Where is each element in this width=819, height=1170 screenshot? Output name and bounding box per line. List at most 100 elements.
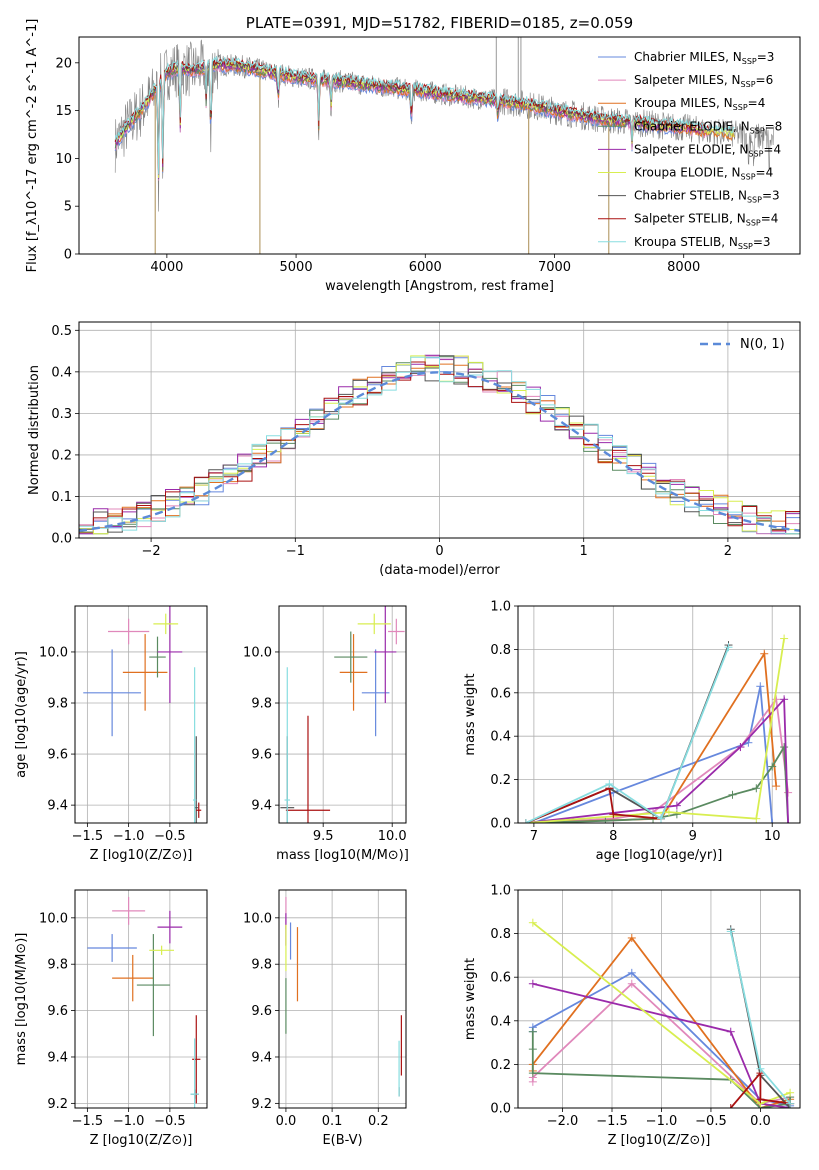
y-tick-label: 9.4 [47, 1050, 68, 1065]
x-tick-label: 6000 [409, 260, 442, 275]
x-tick-label: −1.5 [72, 829, 104, 844]
x-tick-label: 10 [764, 829, 781, 844]
y-tick-label: 9.4 [251, 1050, 272, 1065]
panel-6: 0.0 0.1 0.2 9.2 9.4 9.6 9.8 10.0 E(B-V) [243, 889, 407, 1148]
legend-label-kroupa_stelib: Kroupa STELIB, NSSP=3 [634, 235, 771, 251]
axes-frame [278, 889, 407, 1109]
x-tick-label: 0 [435, 544, 443, 559]
x-tick-label: 9 [689, 829, 697, 844]
x-tick-label: 8 [609, 829, 617, 844]
series-salpeter_stelib [525, 787, 662, 823]
x-axis-label: (data-model)/error [379, 563, 500, 578]
y-tick-label: 9.6 [251, 748, 272, 763]
legend: N(0, 1) [700, 337, 785, 352]
y-tick-label: 10 [55, 152, 72, 167]
plot-area [280, 606, 405, 823]
series-kroupa_elodie [525, 638, 785, 823]
y-tick-label: 10.0 [243, 911, 272, 926]
axes-frame [78, 321, 801, 539]
y-tick-label: 0.1 [51, 490, 72, 505]
y-tick-label: 9.2 [251, 1097, 272, 1112]
x-tick-label: −1.5 [72, 1114, 104, 1129]
y-tick-label: 9.8 [47, 697, 68, 712]
x-tick-label: −1.0 [646, 1114, 678, 1129]
x-tick-label: 1 [580, 544, 588, 559]
x-axis-label: E(B-V) [322, 1133, 362, 1148]
x-axis-label: mass [log10(M/M⊙)] [276, 848, 409, 863]
y-tick-label: 0.4 [490, 1014, 511, 1029]
legend-label-chabrier_stelib: Chabrier STELIB, NSSP=3 [634, 189, 780, 205]
plot-area [528, 918, 795, 1108]
panel-5: −1.5 −1.0 −0.5 9.2 9.4 9.6 9.8 10.0 Z [log10(Z/Z… [14, 889, 208, 1148]
y-tick-label: 9.4 [251, 799, 272, 814]
x-tick-label: −0.5 [154, 1114, 186, 1129]
legend-label-salpeter_miles: Salpeter MILES, NSSP=6 [634, 73, 773, 89]
axes-frame [74, 889, 208, 1109]
y-tick-label: 5 [64, 200, 72, 215]
chart-title: PLATE=0391, MJD=51782, FIBERID=0185, z=0… [246, 14, 633, 32]
x-axis-label: wavelength [Angstrom, rest frame] [325, 279, 554, 294]
y-tick-label: 9.6 [251, 1004, 272, 1019]
panel-3: 9.5 10.0 9.4 9.6 9.8 10.0 mass [log10(M/M⊙)] [243, 605, 409, 863]
y-tick-label: 9.8 [47, 958, 68, 973]
y-axis-label: Normed distribution [27, 365, 42, 495]
axes-frame [278, 605, 407, 824]
x-axis-label: Z [log10(Z/Z⊙)] [90, 848, 193, 863]
y-tick-label: 0.4 [51, 365, 72, 380]
model-spectrum-kroupa_stelib [114, 55, 735, 175]
legend-label-chabrier_elodie: Chabrier ELODIE, NSSP=8 [634, 119, 782, 135]
panel-7: −2.0 −1.5 −1.0 −0.5 0.0 0.0 0.2 0.4 0.6 0.8 1.0 Z [… [463, 884, 801, 1148]
x-tick-label: 7000 [538, 260, 571, 275]
x-tick-label: 0.2 [368, 1114, 389, 1129]
y-tick-label: 1.0 [490, 884, 511, 899]
plot-area [114, 37, 775, 254]
y-tick-label: 1.0 [490, 600, 511, 615]
x-tick-label: 2 [724, 544, 732, 559]
panel-4: 7 8 9 10 0.0 0.2 0.4 0.6 0.8 1.0 age [log10(age/yr… [463, 600, 801, 863]
y-tick-label: 0.0 [490, 817, 511, 832]
y-tick-label: 9.8 [251, 697, 272, 712]
histogram-kroupa_stelib [79, 356, 800, 535]
x-axis-label: Z [log10(Z/Z⊙)] [608, 1133, 711, 1148]
axes-frame [78, 36, 801, 255]
panel-2: −1.5 −1.0 −0.5 9.4 9.6 9.8 10.0 Z [log10(Z/Z⊙)]… [14, 605, 208, 863]
y-tick-label: 0.5 [51, 324, 72, 339]
legend: Chabrier MILES, NSSP=3 Salpeter MILES, NS… [598, 50, 782, 251]
x-tick-label: −0.5 [154, 829, 186, 844]
legend-label-kroupa_miles: Kroupa MILES, NSSP=4 [634, 96, 765, 112]
y-tick-label: 0.6 [490, 686, 511, 701]
y-tick-label: 0.0 [51, 532, 72, 547]
x-tick-label: 9.5 [313, 829, 334, 844]
y-tick-label: 0.4 [490, 730, 511, 745]
y-axis-label: mass weight [463, 673, 478, 755]
plot-area [521, 634, 793, 823]
y-tick-label: 0.0 [490, 1102, 511, 1117]
x-tick-label: −0.5 [695, 1114, 727, 1129]
axes-frame [74, 605, 208, 824]
plot-area [79, 354, 800, 535]
y-tick-label: 10.0 [39, 911, 68, 926]
legend-label-normal: N(0, 1) [740, 337, 785, 352]
x-tick-label: 0.0 [276, 1114, 297, 1129]
plot-area [87, 896, 201, 1108]
legend-label-chabrier_miles: Chabrier MILES, NSSP=3 [634, 50, 774, 66]
x-tick-label: −1.0 [113, 829, 145, 844]
x-tick-label: 8000 [667, 260, 700, 275]
x-tick-label: 5000 [280, 260, 313, 275]
y-tick-label: 0.8 [490, 643, 511, 658]
series-kroupa_stelib [525, 646, 730, 823]
y-tick-label: 9.4 [47, 799, 68, 814]
x-tick-label: −1 [286, 544, 305, 559]
x-tick-label: 4000 [150, 260, 183, 275]
y-axis-label: age [log10(age/yr)] [14, 651, 29, 778]
y-tick-label: 0.2 [51, 448, 72, 463]
series-salpeter_miles [533, 696, 789, 823]
y-tick-label: 20 [55, 56, 72, 71]
y-tick-label: 0.8 [490, 927, 511, 942]
x-tick-label: −1.5 [596, 1114, 628, 1129]
y-tick-label: 10.0 [39, 645, 68, 660]
x-tick-label: 0.1 [322, 1114, 343, 1129]
axes-frame [517, 889, 801, 1109]
x-tick-label: 7 [530, 829, 538, 844]
